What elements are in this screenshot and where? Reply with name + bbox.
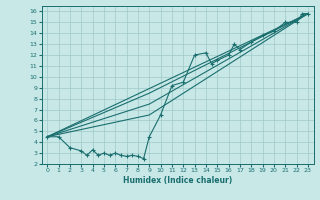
X-axis label: Humidex (Indice chaleur): Humidex (Indice chaleur) xyxy=(123,176,232,185)
